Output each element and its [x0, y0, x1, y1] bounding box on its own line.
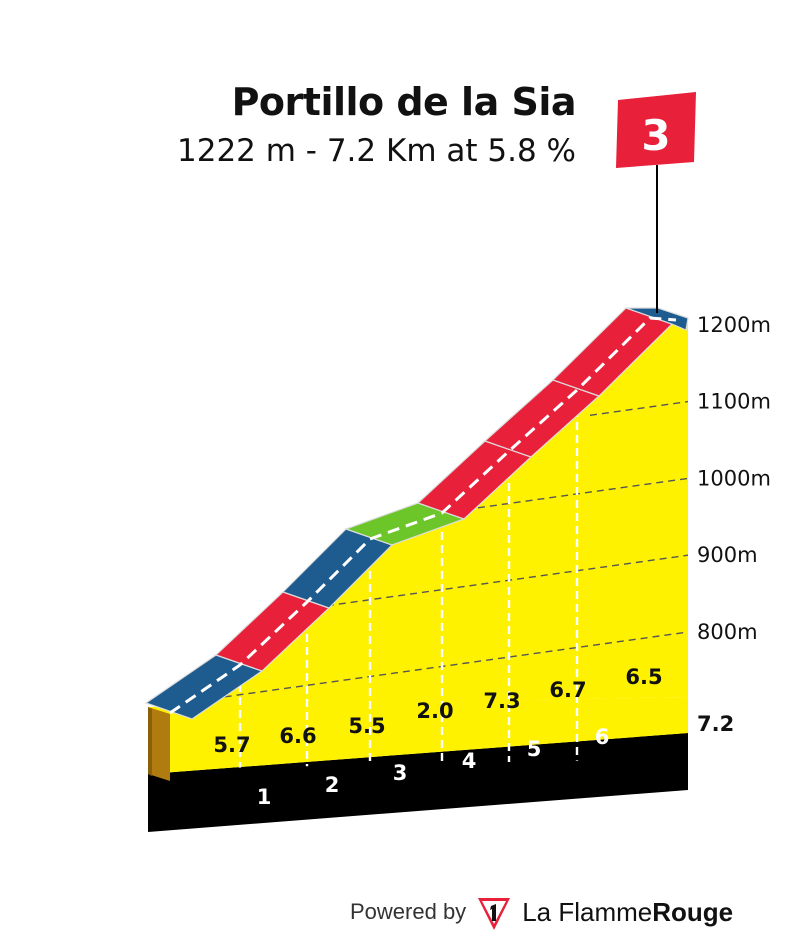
- left-side-face: [148, 707, 170, 781]
- brand-name: La FlammeRouge: [522, 897, 733, 928]
- category-flag-label: 3: [641, 111, 670, 160]
- km-label-2: 2: [325, 773, 340, 797]
- gradient-label-6: 6.7: [549, 678, 586, 702]
- profile-base-layer: [148, 697, 688, 832]
- y-tick-1000: 1000m: [697, 466, 771, 490]
- base-slab: [148, 733, 688, 832]
- road-summit-cap: [625, 307, 689, 331]
- y-tick-900: 900m: [697, 543, 758, 567]
- la-flamme-rouge-logo-icon: [478, 898, 511, 930]
- km-label-6: 6: [595, 725, 610, 749]
- gradient-label-5: 7.3: [483, 689, 520, 713]
- km-label-5: 5: [527, 737, 542, 761]
- road-segments-layer: [144, 307, 689, 720]
- brand-name-bold: Rouge: [652, 896, 734, 927]
- powered-by-text: Powered by: [350, 899, 467, 924]
- gradient-label-1: 5.7: [213, 733, 250, 757]
- category-flag: [616, 92, 696, 168]
- km-label-4: 4: [462, 749, 477, 773]
- km-label-3: 3: [393, 761, 408, 785]
- front-face: [148, 697, 688, 774]
- gradient-label-7: 6.5: [625, 665, 662, 689]
- road-centerline: [169, 316, 677, 715]
- left-side-shade: [148, 707, 152, 776]
- gradient-label-2: 6.6: [279, 724, 316, 748]
- y-tick-1100: 1100m: [697, 390, 771, 414]
- gradient-label-3: 5.5: [348, 714, 385, 738]
- gridline-1100: [589, 400, 689, 417]
- brand-name-light: La Flamme: [522, 896, 653, 927]
- labels-layer: 3 800m 900m 1000m 1100m 1200m 5.7 6.6 5.5 2.0 7.3 6…: [213, 92, 771, 809]
- footer: Powered by La FlammeRouge: [350, 890, 733, 934]
- altitude-gridlines: [188, 396, 689, 768]
- y-tick-1200: 1200m: [697, 313, 771, 337]
- gradient-label-4: 2.0: [416, 699, 453, 723]
- gridline-900: [314, 554, 689, 609]
- climb-summary: 1222 m - 7.2 Km at 5.8 %: [177, 133, 576, 169]
- km-label-1: 1: [257, 785, 272, 809]
- climb-title: Portillo de la Sia: [231, 80, 577, 124]
- total-distance-label: 7.2: [697, 712, 734, 736]
- y-tick-800: 800m: [697, 620, 758, 644]
